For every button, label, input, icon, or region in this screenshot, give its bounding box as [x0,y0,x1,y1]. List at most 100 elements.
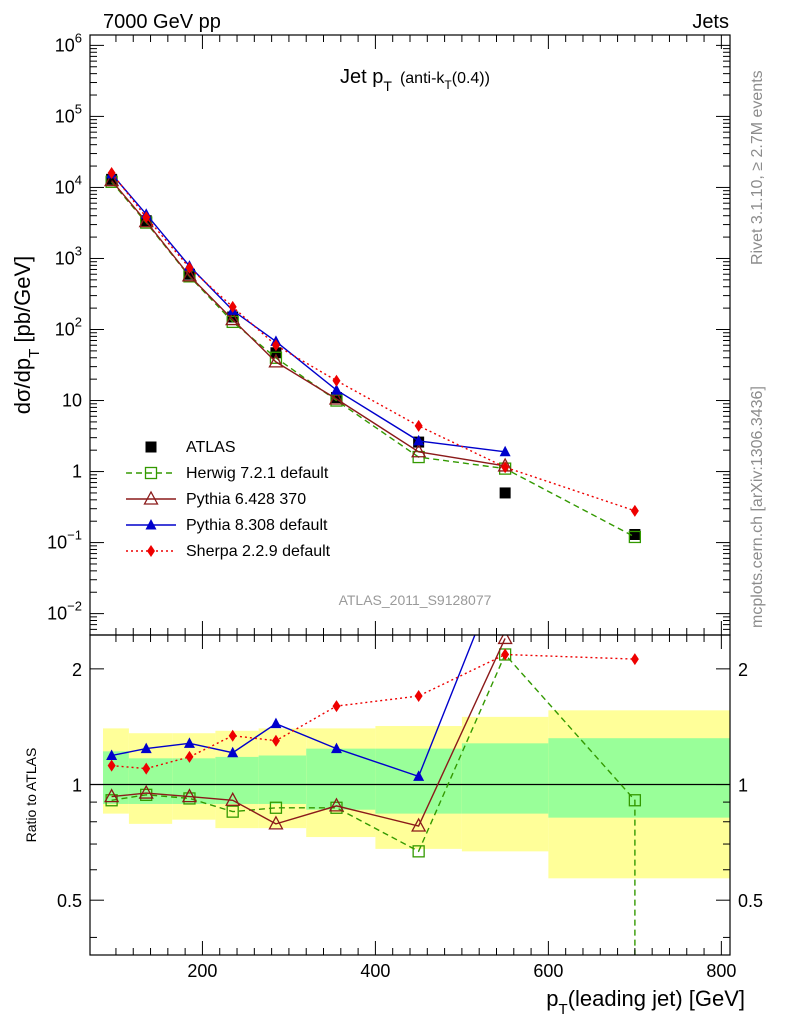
data-point-sherpa-2-2-9-default-8 [630,504,639,517]
ratio-point-pythia-8-308-default-1 [140,742,152,754]
legend-label: Sherpa 2.2.9 default [186,543,331,560]
title-paren-close: (0.4)) [452,70,490,87]
main-ylabel: dσ/dpT [pb/GeV] [10,256,43,415]
series-line-pythia-6-428-370 [111,180,506,467]
y-tick-label: 105 [55,101,82,126]
ratio-point-pythia-8-308-default-6 [413,770,425,781]
series-sherpa-2-2-9-default [107,166,639,517]
ratio-point-sherpa-2-2-9-default-4 [271,734,280,747]
series-line-herwig-7-2-1-default [111,181,636,538]
ratio-point-sherpa-2-2-9-default-0 [107,759,116,772]
main-clipped-layer [104,166,642,544]
ratio-line-pythia-8-308-default [111,635,476,778]
title-main-sub: T [383,78,392,94]
ratio-point-herwig-7-2-1-default-4 [269,801,283,814]
ratio-y-tick-label-right: 0.5 [738,891,763,911]
uncertainty-band-inner [306,748,376,810]
ratio-series-pythia-6-428-370 [104,635,513,832]
ratio-point-pythia-8-308-default-4 [270,717,282,729]
ratio-point-pythia-8-308-default-2 [183,737,195,748]
data-point-herwig-7-2-1-default-8 [628,530,642,544]
ratio-point-sherpa-2-2-9-default-6 [414,689,423,702]
data-point-pythia-6-428-370-5 [328,390,345,405]
data-point-pythia-6-428-370-6 [411,443,427,458]
series-line-pythia-8-308-default [111,173,506,453]
x-axis-label: pT(leading jet) [GeV] [546,986,745,1018]
data-point-pythia-6-428-370-0 [104,172,120,187]
ratio-point-sherpa-2-2-9-default-3 [228,729,237,742]
main-panel: 10−2 10−1 1 10 102 103 104 105 106 ATLAS Herwig 7… [10,30,731,636]
ratio-y-tick-label-right: 1 [738,776,748,796]
series-pythia-6-428-370 [104,172,513,472]
y-tick-label: 103 [55,243,82,268]
data-point-atlas-2 [183,268,195,280]
ratio-point-pythia-6-428-370-4 [268,815,284,830]
legend-marker [143,490,159,505]
legend-entry-pythia-8-308-default: Pythia 8.308 default [126,517,328,534]
ratio-point-pythia-6-428-370-0 [104,788,120,803]
data-point-sherpa-2-2-9-default-2 [185,261,194,274]
ratio-y-tick-label-left: 2 [72,660,82,680]
mcplots-label: mcplots.cern.ch [arXiv:1306.3436] [749,386,766,628]
data-point-sherpa-2-2-9-default-3 [228,300,237,313]
legend-entry-sherpa-2-2-9-default: Sherpa 2.2.9 default [126,543,331,560]
main-plot-layer [104,166,642,544]
ratio-clipped-layer [90,635,730,955]
main-ylabel-pre: dσ/dp [10,358,35,414]
ratio-point-herwig-7-2-1-default-6 [412,845,425,858]
ratio-y-tick-label-right: 2 [738,660,748,680]
y-tick-label: 1 [72,462,82,482]
title-paren-open: (anti-k [400,70,445,87]
data-point-atlas-0 [106,173,118,185]
analysis-id: ATLAS_2011_S9128077 [339,592,492,608]
series-line-sherpa-2-2-9-default [111,172,636,512]
ratio-panel: 0.5 0.5 1 1 2 2 200 400 600 800 Ratio to ATLAS [23,634,763,981]
ratio-point-pythia-6-428-370-3 [225,791,241,806]
data-point-sherpa-2-2-9-default-1 [142,211,151,224]
main-ylabel-sub: T [26,349,43,358]
x-tick-label: 800 [706,961,736,981]
ratio-series-sherpa-2-2-9-default [107,648,639,775]
x-tick-label: 400 [360,961,390,981]
data-point-sherpa-2-2-9-default-5 [332,374,341,387]
data-point-pythia-6-428-370-4 [268,353,284,368]
legend: ATLAS Herwig 7.2.1 default Pythia 6.428 37… [126,439,331,560]
ratio-point-sherpa-2-2-9-default-2 [185,750,194,763]
ratio-point-pythia-6-428-370-1 [138,784,154,799]
x-label-pre: p [546,986,558,1011]
legend-label: Pythia 8.308 default [186,517,328,534]
legend-entry-atlas: ATLAS [145,439,236,456]
data-point-pythia-6-428-370-2 [181,267,198,282]
x-tick-label: 200 [187,961,217,981]
data-point-sherpa-2-2-9-default-0 [107,166,116,179]
x-label-sub: T [559,1001,568,1018]
data-point-pythia-8-308-default-5 [330,384,342,395]
ratio-point-pythia-6-428-370-2 [181,788,198,803]
ratio-point-pythia-6-428-370-7 [497,635,513,645]
ratio-point-sherpa-2-2-9-default-7 [501,648,510,661]
title-paren-sub: T [444,78,452,92]
legend-entry-herwig-7-2-1-default: Herwig 7.2.1 default [126,465,329,482]
ratio-point-pythia-8-308-default-0 [106,749,118,760]
y-tick-label: 106 [55,30,82,55]
data-point-sherpa-2-2-9-default-4 [271,339,280,352]
ratio-point-pythia-8-308-default-5 [330,742,342,754]
header-left: 7000 GeV pp [103,11,221,33]
y-tick-label: 102 [55,314,82,339]
ratio-point-pythia-6-428-370-5 [328,797,345,812]
ratio-point-pythia-6-428-370-6 [411,817,427,832]
ratio-point-pythia-8-308-default-3 [227,746,239,758]
data-point-herwig-7-2-1-default-5 [330,394,343,407]
ratio-line-herwig-7-2-1-default [111,653,636,955]
ratio-point-sherpa-2-2-9-default-8 [630,653,639,666]
x-label-post: (leading jet) [GeV] [568,986,745,1011]
data-point-pythia-8-308-default-7 [499,445,511,457]
data-point-atlas-8 [629,528,641,540]
ratio-point-herwig-7-2-1-default-8 [628,794,642,807]
series-herwig-7-2-1-default [105,175,642,544]
ratio-ylabel: Ratio to ATLAS [23,748,39,843]
uncertainty-band-inner [548,738,730,818]
ratio-point-herwig-7-2-1-default-3 [226,805,239,818]
data-point-herwig-7-2-1-default-4 [269,351,283,364]
legend-marker [145,441,157,453]
